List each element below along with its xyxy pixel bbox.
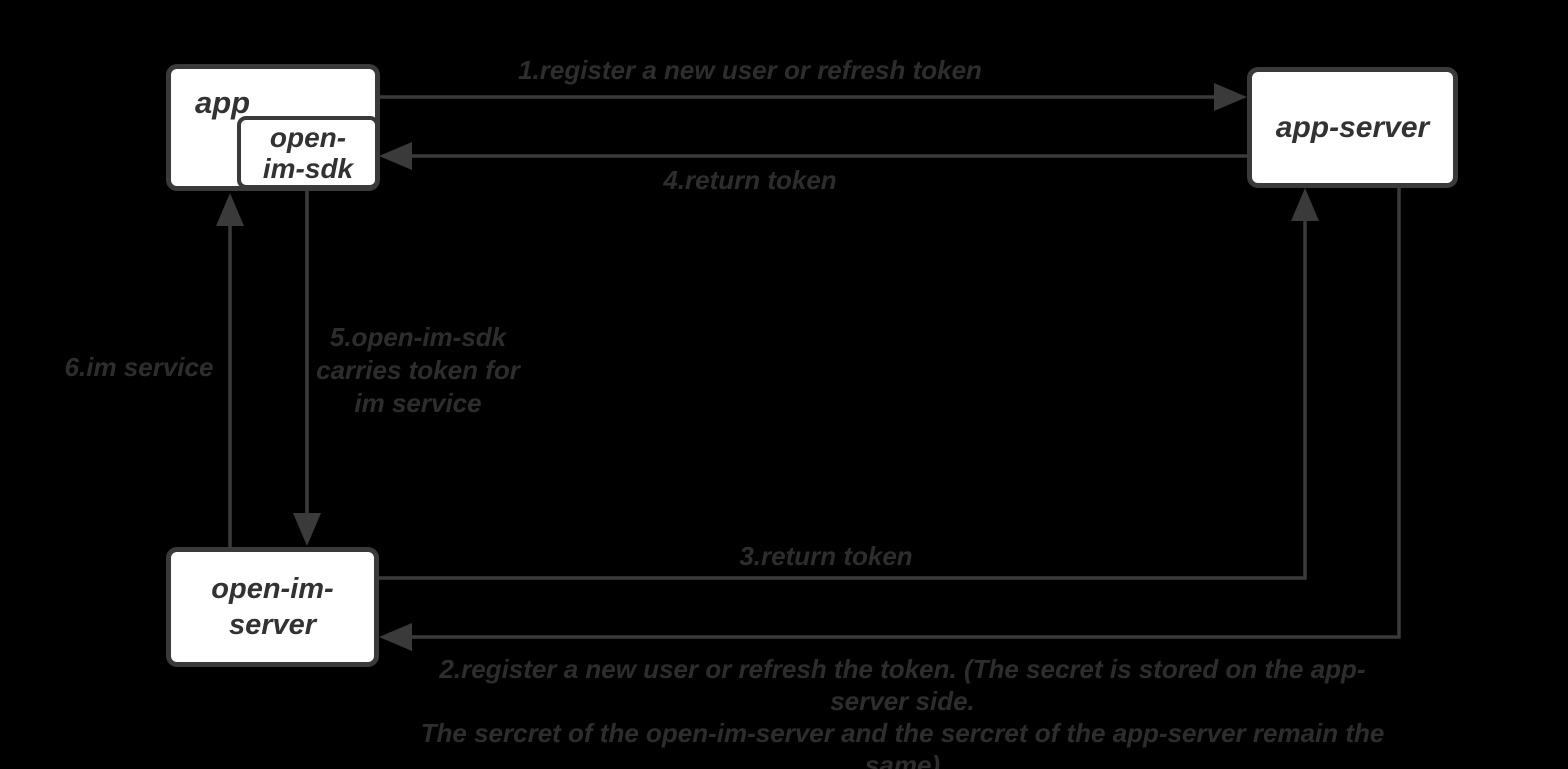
arrow-6-im-service-head-icon <box>216 193 244 226</box>
arrow-3-return-token-head-icon <box>1291 188 1319 221</box>
edge-label-return-token-3: 3.return token <box>739 541 913 571</box>
arrow-4-return-token-head-icon <box>379 142 412 170</box>
arrow-3-return-token-line <box>378 218 1307 580</box>
node-open-im-server: open-im- server <box>166 547 379 667</box>
node-open-im-sdk-label-line2: im-sdk <box>262 152 354 184</box>
edge-label-register-new-user: 1.register a new user or refresh token <box>518 55 982 85</box>
node-app-server: app-server <box>1247 67 1458 188</box>
edge-label-register-secret-note-line2: The sercret of the open-im-server and th… <box>420 718 1385 769</box>
node-app-server-label: app-server <box>1275 110 1430 144</box>
node-open-im-server-label-line1: open-im- <box>211 573 334 605</box>
edge-label-sdk-carries-token: 5.open-im-sdk carries token for im servi… <box>312 321 524 420</box>
edge-label-im-service: 6.im service <box>64 352 214 382</box>
arrow-1-register-head-icon <box>1214 83 1247 111</box>
arrow-2-register-line <box>410 188 1401 639</box>
node-open-im-sdk-label-line1: open- <box>269 121 347 153</box>
edge-label-sdk-carries-token-line2: carries token for <box>316 355 520 385</box>
edge-label-register-secret-note-line1: 2.register a new user or refresh the tok… <box>439 654 1366 716</box>
arrow-2-register-head-icon <box>379 623 412 651</box>
node-open-im-sdk: open- im-sdk <box>237 116 379 189</box>
edge-label-register-secret-note: 2.register a new user or refresh the tok… <box>420 653 1385 769</box>
edge-label-return-token-4: 4.return token <box>663 165 837 195</box>
arrow-5-carries-token-head-icon <box>293 513 321 546</box>
node-open-im-server-label-line2: server <box>228 609 317 641</box>
node-app-label: app <box>195 85 251 120</box>
edge-label-sdk-carries-token-line1: 5.open-im-sdk <box>329 322 507 352</box>
edge-label-sdk-carries-token-line3: im service <box>354 388 482 418</box>
